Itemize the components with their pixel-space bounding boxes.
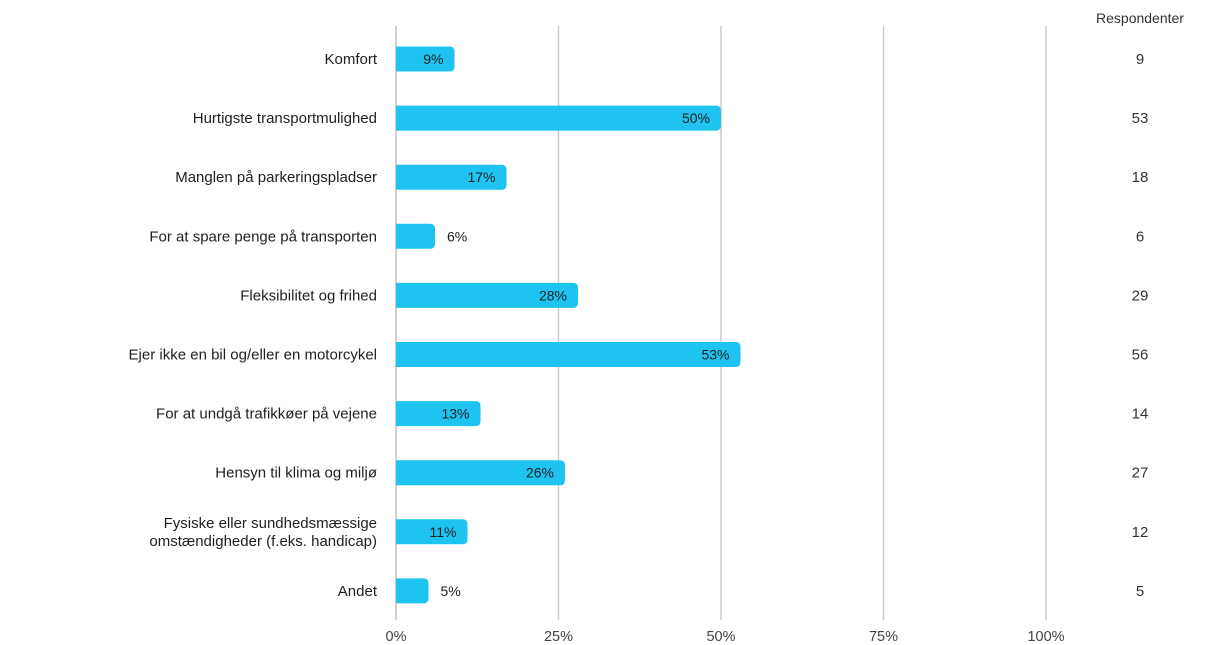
value-label: 26%	[526, 465, 554, 481]
category-labels: Komfort Hurtigste transportmulighed Mangle…	[129, 51, 378, 600]
bar	[396, 342, 741, 367]
category-label: For at undgå trafikkøer på vejene	[156, 406, 377, 423]
respondent-count: 29	[1132, 287, 1149, 304]
category-label: Hurtigste transportmulighed	[193, 110, 377, 127]
category-label: For at spare penge på transporten	[149, 228, 377, 245]
value-label: 5%	[441, 583, 461, 599]
category-label: Manglen på parkeringspladser	[175, 169, 377, 186]
value-label: 17%	[467, 169, 495, 185]
category-label: Komfort	[324, 51, 377, 68]
respondent-count: 56	[1132, 347, 1149, 364]
x-tick-label: 25%	[544, 629, 573, 645]
bar	[396, 164, 507, 190]
respondent-count: 18	[1132, 169, 1149, 186]
value-label: 28%	[539, 287, 567, 303]
respondent-count: 27	[1132, 465, 1149, 482]
bar	[396, 578, 429, 604]
value-label: 50%	[682, 110, 710, 126]
bar	[396, 401, 481, 427]
respondent-count: 53	[1132, 110, 1149, 127]
category-label: Hensyn til klima og miljø	[215, 465, 377, 482]
respondent-count: 12	[1132, 524, 1149, 541]
x-tick-label: 75%	[869, 629, 898, 645]
bar	[396, 282, 578, 308]
bar	[396, 223, 435, 249]
category-label: Fysiske eller sundhedsmæssige	[164, 515, 377, 532]
category-label: Ejer ikke en bil og/eller en motorcykel	[129, 347, 377, 364]
x-axis-ticks: 0% 25% 50% 75% 100%	[386, 629, 1065, 645]
bar	[396, 460, 565, 486]
category-label: Andet	[338, 583, 378, 600]
category-label: Fleksibilitet og frihed	[240, 287, 377, 304]
x-tick-label: 100%	[1027, 629, 1064, 645]
respondent-count: 14	[1132, 406, 1149, 423]
respondent-count: 5	[1136, 583, 1144, 600]
respondent-count: 9	[1136, 51, 1144, 68]
value-label: 53%	[701, 347, 729, 363]
value-label: 13%	[441, 406, 469, 422]
x-tick-label: 0%	[386, 629, 407, 645]
value-label: 9%	[423, 51, 443, 67]
respondents-header: Respondenter	[1096, 10, 1184, 26]
value-label: 6%	[447, 228, 467, 244]
bar	[396, 105, 721, 131]
respondent-column: Respondenter 9 53 18 6 29 56 14 27 12 5	[1096, 10, 1184, 600]
bar	[396, 46, 455, 72]
x-tick-label: 50%	[706, 629, 735, 645]
bar	[396, 519, 468, 545]
value-labels: 9% 50% 17% 6% 28% 53% 13% 26% 11% 5%	[423, 51, 729, 599]
value-label: 11%	[430, 524, 457, 540]
bars	[396, 46, 741, 604]
respondent-count: 6	[1136, 228, 1144, 245]
category-label: omstændigheder (f.eks. handicap)	[149, 533, 377, 550]
